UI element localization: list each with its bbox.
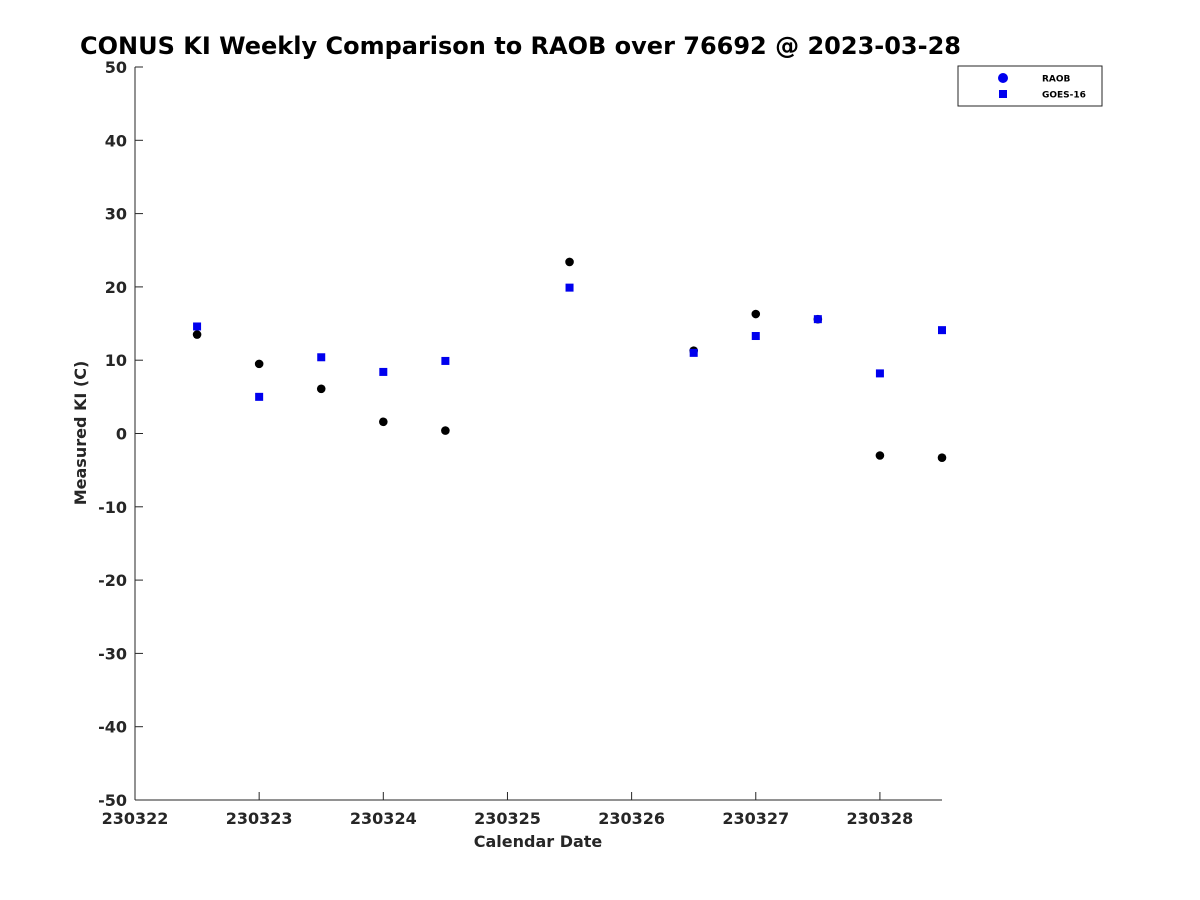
x-tick-label: 230328 <box>847 809 914 828</box>
goes-16-point <box>565 283 574 292</box>
goes-16-point <box>441 356 450 365</box>
legend: RAOB GOES-16 <box>957 65 1103 107</box>
goes-16-point <box>379 367 388 376</box>
x-tick-label: 230325 <box>474 809 541 828</box>
y-tick-label: -30 <box>98 644 127 663</box>
y-ticks: 50 40 30 20 10 0 -10 -20 -30 -40 -50 <box>98 58 143 810</box>
goes-16-point <box>689 348 698 357</box>
raob-point <box>875 451 885 460</box>
x-ticks: 230322 230323 230324 230325 230326 230327 2303… <box>102 792 914 828</box>
x-tick-label: 230324 <box>350 809 417 828</box>
raob-point <box>565 257 574 267</box>
y-tick-label: 10 <box>105 351 127 370</box>
x-tick-label: 230326 <box>598 809 665 828</box>
raob-point <box>379 417 388 427</box>
legend-marker-raob <box>998 73 1008 83</box>
y-tick-label: 30 <box>105 205 127 224</box>
raob-point <box>441 426 450 435</box>
y-tick-label: 40 <box>105 131 127 150</box>
x-tick-label: 230323 <box>226 809 293 828</box>
raob-point <box>192 330 202 339</box>
y-tick-label: -40 <box>98 718 127 737</box>
chart-title: CONUS KI Weekly Comparison to RAOB over … <box>80 32 961 60</box>
y-tick-label: -20 <box>98 571 127 590</box>
y-tick-label: -50 <box>98 791 127 810</box>
legend-label-goes-16: GOES-16 <box>1042 91 1086 101</box>
goes-16-point <box>317 353 326 362</box>
y-tick-label: 0 <box>116 425 127 444</box>
x-tick-label: 230327 <box>722 809 789 828</box>
y-axis-label: Measured KI (C) <box>71 361 90 506</box>
goes-16-point <box>813 315 822 324</box>
goes-16-point <box>875 369 884 378</box>
y-tick-label: 20 <box>105 278 127 297</box>
raob-point <box>254 359 264 369</box>
legend-box <box>957 65 1103 107</box>
goes-16-point <box>938 326 946 335</box>
goes-16-point <box>751 332 760 341</box>
data-points <box>192 257 947 462</box>
goes-16-point <box>255 392 264 401</box>
legend-marker-goes-16 <box>999 90 1007 98</box>
x-tick-label: 230322 <box>102 809 169 828</box>
raob-point <box>316 384 326 394</box>
axes <box>134 67 942 801</box>
y-tick-label: -10 <box>98 498 127 517</box>
x-axis-label: Calendar Date <box>474 832 603 851</box>
legend-label-raob: RAOB <box>1042 75 1071 85</box>
raob-point <box>937 453 947 462</box>
y-tick-label: 50 <box>105 58 127 77</box>
goes-16-point <box>193 322 202 331</box>
raob-point <box>751 309 761 319</box>
